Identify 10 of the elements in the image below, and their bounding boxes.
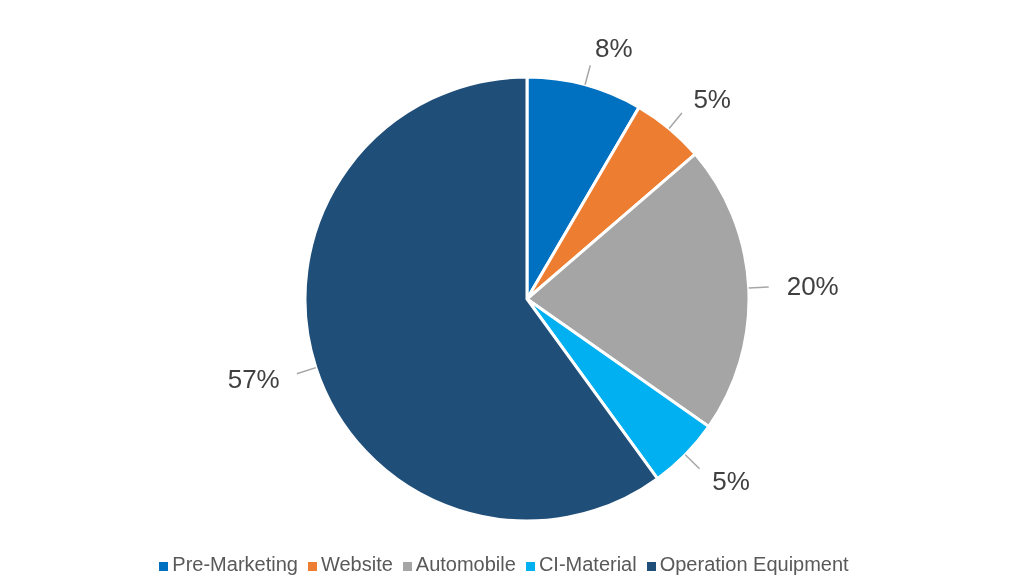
legend-label: CI-Material	[538, 553, 637, 575]
data-label: 5%	[712, 466, 750, 497]
data-label: 20%	[786, 271, 839, 302]
legend-label: Pre-Marketing	[172, 553, 298, 575]
legend-label: Operation Equipment	[659, 553, 849, 575]
data-label: 57%	[227, 364, 280, 395]
data-label: 5%	[693, 84, 731, 115]
legend-label: Website	[320, 553, 393, 575]
legend-label: Automobile	[415, 553, 516, 575]
data-label: 8%	[594, 33, 633, 64]
